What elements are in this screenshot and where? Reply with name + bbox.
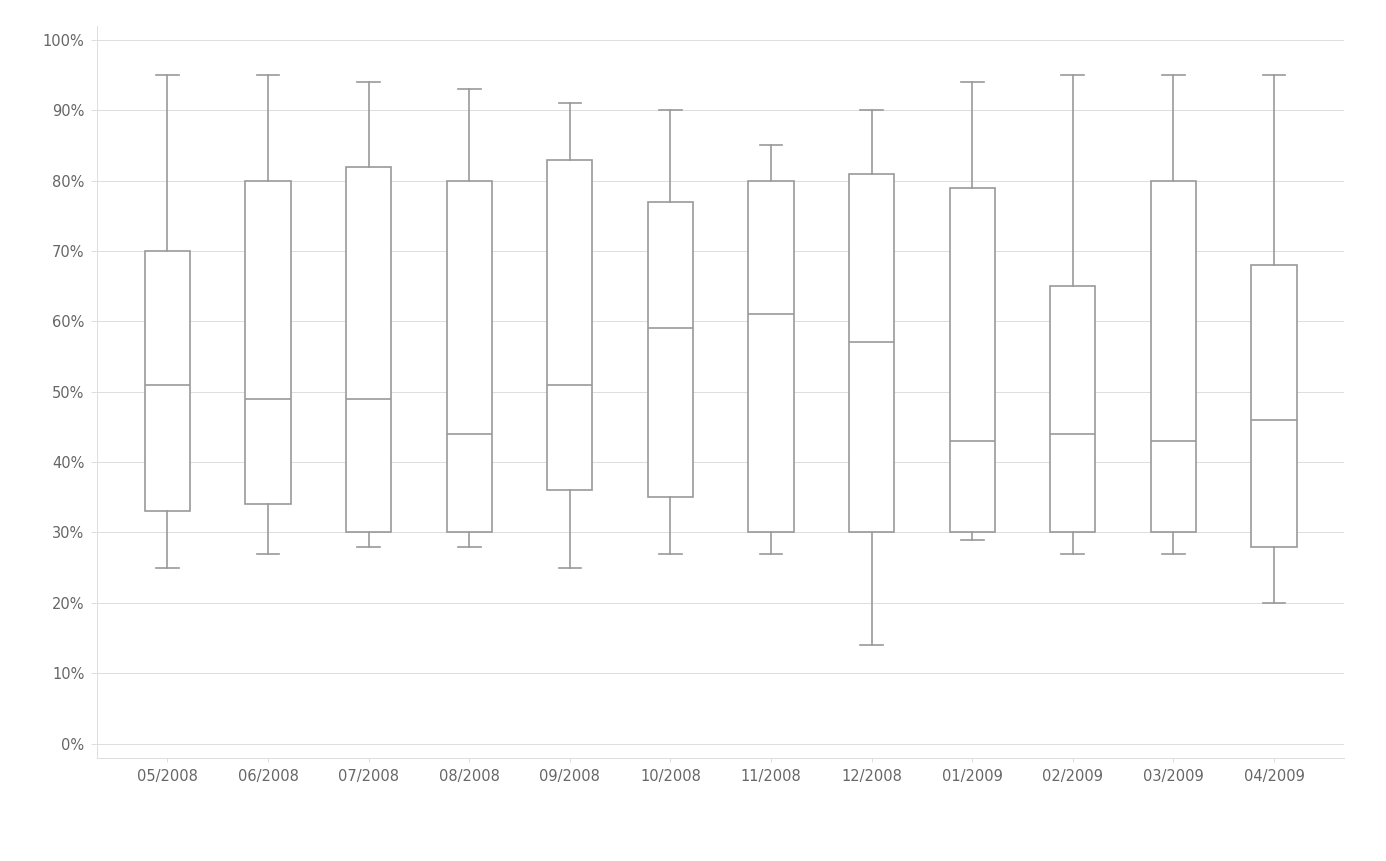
PathPatch shape — [346, 166, 391, 532]
PathPatch shape — [1150, 181, 1196, 532]
PathPatch shape — [446, 181, 492, 532]
PathPatch shape — [1051, 286, 1095, 532]
PathPatch shape — [547, 159, 592, 490]
PathPatch shape — [245, 181, 291, 505]
PathPatch shape — [949, 188, 995, 532]
PathPatch shape — [850, 174, 894, 532]
PathPatch shape — [1252, 265, 1297, 547]
PathPatch shape — [144, 251, 190, 511]
PathPatch shape — [748, 181, 794, 532]
PathPatch shape — [647, 201, 693, 498]
